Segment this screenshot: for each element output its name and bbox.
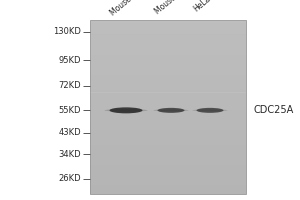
Bar xyxy=(90,92,246,95)
Text: 43KD: 43KD xyxy=(58,128,81,137)
Bar xyxy=(90,90,246,92)
Bar xyxy=(90,23,246,26)
Bar xyxy=(90,182,246,185)
Bar xyxy=(90,130,246,133)
Bar xyxy=(90,66,246,69)
Bar xyxy=(90,84,246,87)
Bar xyxy=(90,32,246,34)
Bar xyxy=(90,116,246,119)
Bar xyxy=(90,159,246,162)
Bar xyxy=(90,72,246,75)
Bar xyxy=(90,162,246,165)
Bar xyxy=(90,127,246,130)
Bar xyxy=(90,20,246,23)
Bar xyxy=(90,174,246,177)
Bar xyxy=(90,34,246,37)
Bar xyxy=(90,49,246,52)
Bar xyxy=(90,95,246,98)
Bar xyxy=(90,180,246,182)
Bar xyxy=(90,52,246,55)
Bar xyxy=(90,110,246,113)
Text: 72KD: 72KD xyxy=(58,81,81,90)
Bar xyxy=(90,113,246,116)
Bar xyxy=(90,26,246,29)
Bar xyxy=(90,153,246,156)
Ellipse shape xyxy=(105,109,148,112)
Text: 34KD: 34KD xyxy=(58,150,81,159)
Text: 130KD: 130KD xyxy=(53,27,81,36)
Bar xyxy=(90,191,246,194)
Bar xyxy=(90,78,246,81)
Bar xyxy=(90,98,246,101)
Bar xyxy=(90,64,246,66)
Bar xyxy=(90,46,246,49)
Bar xyxy=(90,81,246,84)
Bar xyxy=(90,121,246,124)
Bar xyxy=(90,185,246,188)
Bar xyxy=(90,43,246,46)
Bar xyxy=(90,107,246,110)
Bar xyxy=(90,104,246,107)
Bar xyxy=(90,188,246,191)
Text: 95KD: 95KD xyxy=(58,56,81,65)
Bar xyxy=(90,168,246,171)
Bar xyxy=(90,119,246,122)
Bar xyxy=(90,20,246,194)
Bar xyxy=(90,148,246,150)
Bar xyxy=(90,58,246,61)
Bar xyxy=(90,171,246,174)
Text: 55KD: 55KD xyxy=(58,106,81,115)
Bar xyxy=(90,69,246,72)
Text: Mouse cerebellum: Mouse cerebellum xyxy=(108,0,167,18)
Bar xyxy=(90,29,246,32)
Ellipse shape xyxy=(193,109,228,111)
Bar xyxy=(90,156,246,159)
Bar xyxy=(90,75,246,78)
Bar xyxy=(90,150,246,153)
Bar xyxy=(90,136,246,139)
Bar xyxy=(90,55,246,58)
Ellipse shape xyxy=(110,107,142,113)
Bar xyxy=(90,87,246,90)
Text: 26KD: 26KD xyxy=(58,174,81,183)
Text: CDC25A: CDC25A xyxy=(254,105,294,115)
Bar xyxy=(90,142,246,145)
Ellipse shape xyxy=(153,109,188,111)
Bar xyxy=(90,124,246,127)
Bar xyxy=(90,177,246,180)
Bar xyxy=(90,139,246,142)
Bar xyxy=(90,40,246,43)
Bar xyxy=(90,37,246,40)
Ellipse shape xyxy=(158,108,184,113)
Bar xyxy=(90,145,246,148)
Bar xyxy=(90,165,246,168)
Text: HeLa: HeLa xyxy=(192,0,213,14)
Text: Mouse kidney: Mouse kidney xyxy=(153,0,200,16)
Bar xyxy=(90,61,246,64)
Bar xyxy=(90,133,246,136)
Ellipse shape xyxy=(196,108,224,113)
Bar xyxy=(90,101,246,104)
